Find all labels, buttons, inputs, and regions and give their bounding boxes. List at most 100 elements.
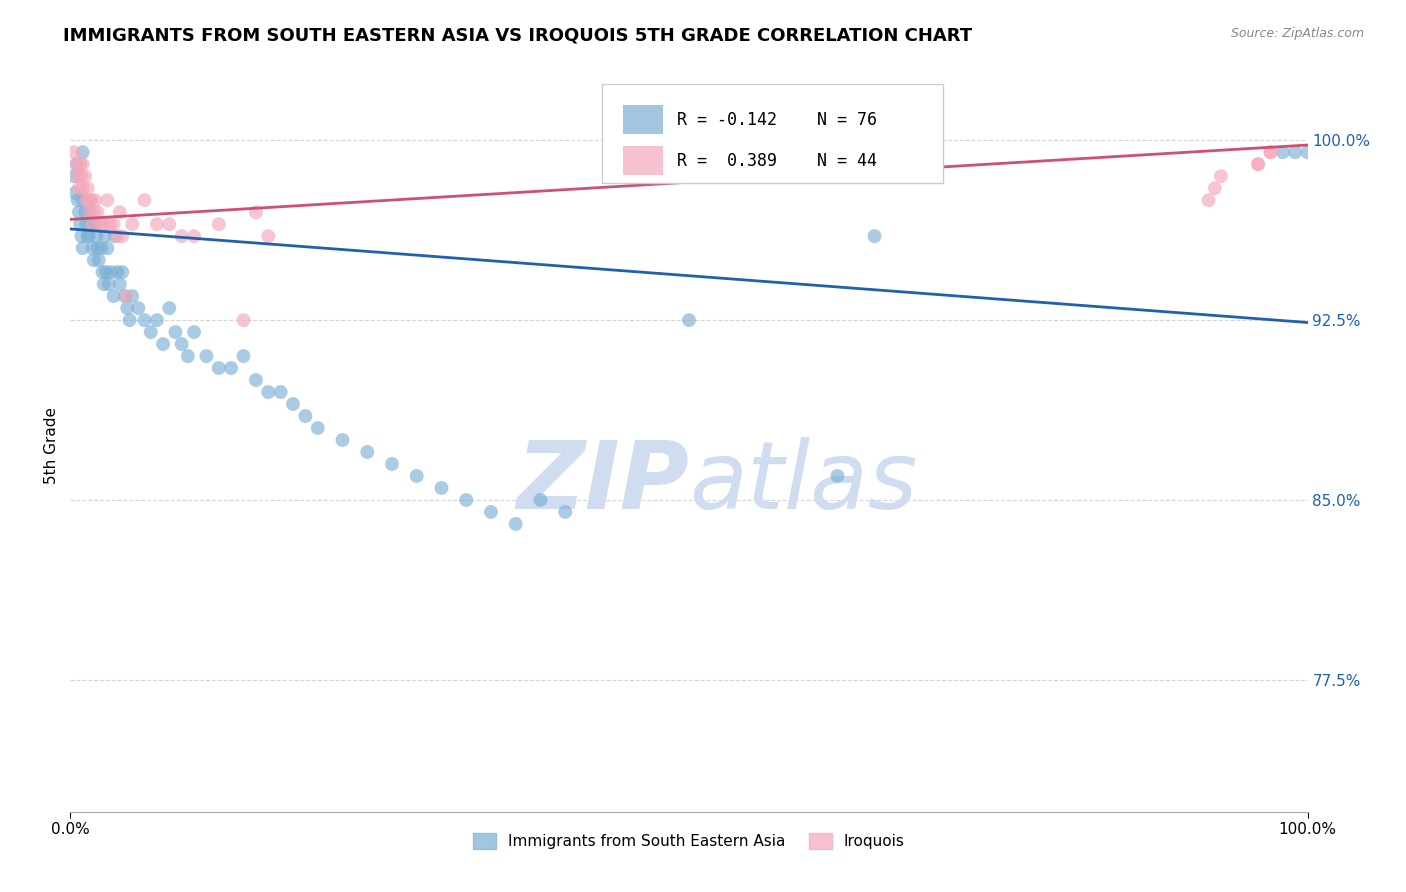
Point (111, 265, 134, 279)
Point (69, 217, 91, 231)
Point (1271, 145, 1294, 160)
Point (505, 516, 527, 531)
FancyBboxPatch shape (602, 84, 942, 183)
Point (104, 229, 127, 244)
Point (1247, 157, 1270, 171)
Point (90, 241, 112, 255)
Point (76, 229, 98, 244)
Point (165, 325, 187, 339)
Point (91, 265, 114, 279)
Point (1247, 157, 1270, 171)
Point (84, 217, 107, 231)
Point (93, 277, 115, 292)
Point (294, 409, 316, 423)
Point (1296, 145, 1319, 160)
Point (96, 241, 118, 255)
Point (79, 205, 101, 219)
Point (72, 241, 94, 255)
Point (105, 229, 128, 244)
Point (479, 505, 502, 519)
Point (208, 217, 231, 231)
Point (66, 193, 89, 207)
Point (103, 217, 125, 231)
Point (83, 205, 105, 219)
Point (65, 157, 87, 171)
Text: IMMIGRANTS FROM SOUTH EASTERN ASIA VS IROQUOIS 5TH GRADE CORRELATION CHART: IMMIGRANTS FROM SOUTH EASTERN ASIA VS IR… (63, 27, 973, 45)
Point (177, 349, 200, 363)
Point (1204, 181, 1226, 195)
Point (430, 481, 453, 495)
Point (108, 205, 131, 219)
Point (63, 169, 86, 184)
Point (93, 217, 115, 231)
Point (77, 229, 100, 244)
Point (170, 337, 193, 351)
Point (105, 265, 128, 279)
Point (195, 349, 218, 363)
Point (115, 289, 138, 303)
Point (554, 505, 576, 519)
Point (257, 229, 280, 244)
FancyBboxPatch shape (623, 105, 664, 134)
Point (405, 469, 427, 483)
Legend: Immigrants from South Eastern Asia, Iroquois: Immigrants from South Eastern Asia, Iroq… (467, 827, 911, 855)
Point (90, 217, 112, 231)
Point (80, 217, 103, 231)
Point (67, 181, 90, 195)
Point (114, 289, 136, 303)
Point (98, 217, 121, 231)
Point (146, 313, 169, 327)
Point (183, 229, 205, 244)
Point (134, 313, 156, 327)
Point (94, 229, 117, 244)
Point (1284, 145, 1306, 160)
Point (678, 313, 700, 327)
Point (87, 253, 110, 268)
Point (72, 181, 94, 195)
Point (332, 433, 354, 447)
Point (134, 193, 156, 207)
Point (115, 301, 138, 315)
Point (257, 385, 280, 400)
Point (157, 301, 180, 315)
Point (66, 169, 89, 184)
Point (65, 186, 87, 200)
Point (65, 157, 87, 171)
Point (77, 193, 100, 207)
Point (70, 229, 93, 244)
Point (75, 193, 97, 207)
Point (307, 421, 329, 435)
Point (208, 361, 231, 376)
Point (281, 397, 304, 411)
Point (84, 229, 107, 244)
Point (270, 385, 292, 400)
Point (356, 445, 378, 459)
Point (170, 229, 193, 244)
Point (111, 229, 134, 244)
Point (86, 205, 108, 219)
Point (63, 145, 86, 160)
Point (86, 241, 108, 255)
Point (121, 217, 143, 231)
Point (232, 349, 254, 363)
Text: ZIP: ZIP (516, 436, 689, 529)
Point (82, 241, 104, 255)
Text: atlas: atlas (689, 437, 917, 528)
Point (97, 277, 120, 292)
Point (108, 277, 131, 292)
Point (82, 217, 104, 231)
Point (96, 265, 118, 279)
Point (121, 289, 143, 303)
Point (72, 193, 94, 207)
Point (79, 205, 101, 219)
Point (80, 193, 103, 207)
Point (245, 205, 267, 219)
Point (96, 193, 118, 207)
Point (100, 265, 122, 279)
Point (118, 313, 141, 327)
Point (67, 205, 90, 219)
Point (157, 217, 180, 231)
Text: R =  0.389    N = 44: R = 0.389 N = 44 (676, 152, 876, 169)
Point (76, 181, 98, 195)
Point (381, 457, 404, 471)
